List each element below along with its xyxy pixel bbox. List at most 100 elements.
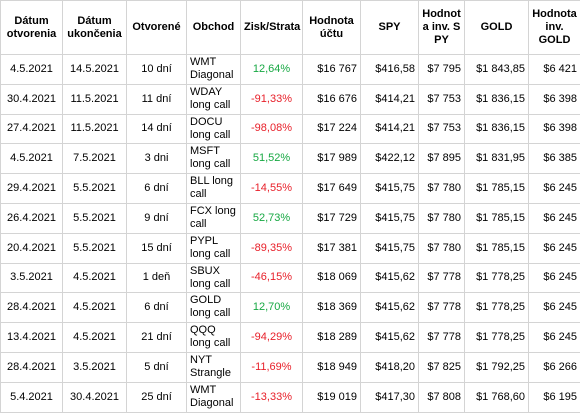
column-header: GOLD — [465, 1, 529, 55]
table-cell: $417,30 — [361, 382, 419, 412]
table-cell: $17 224 — [303, 114, 361, 144]
table-cell: 30.4.2021 — [63, 382, 127, 412]
profit-loss-cell: 51,52% — [241, 144, 303, 174]
column-header: Obchod — [187, 1, 241, 55]
table-cell: FCX long call — [187, 203, 241, 233]
table-cell: $7 780 — [419, 233, 465, 263]
table-cell: $18 069 — [303, 263, 361, 293]
table-cell: 3.5.2021 — [1, 263, 63, 293]
table-cell: 13.4.2021 — [1, 323, 63, 353]
table-cell: 1 deň — [127, 263, 187, 293]
table-cell: $7 825 — [419, 352, 465, 382]
column-header: Zisk/Strata — [241, 1, 303, 55]
table-cell: 28.4.2021 — [1, 352, 63, 382]
table-cell: $415,75 — [361, 203, 419, 233]
table-cell: $6 398 — [529, 84, 580, 114]
column-header: Hodnota inv. SPY — [419, 1, 465, 55]
table-cell: 4.5.2021 — [63, 323, 127, 353]
table-cell: $6 245 — [529, 174, 580, 204]
table-cell: $1 785,15 — [465, 203, 529, 233]
table-cell: $415,75 — [361, 233, 419, 263]
table-cell: 26.4.2021 — [1, 203, 63, 233]
column-header: Hodnota inv. GOLD — [529, 1, 580, 55]
table-cell: $17 989 — [303, 144, 361, 174]
table-cell: GOLD long call — [187, 293, 241, 323]
column-header: Dátum otvorenia — [1, 1, 63, 55]
table-cell: 14 dní — [127, 114, 187, 144]
table-cell: $1 785,15 — [465, 233, 529, 263]
table-cell: $1 778,25 — [465, 293, 529, 323]
table-cell: $16 767 — [303, 55, 361, 85]
column-header: Hodnota účtu — [303, 1, 361, 55]
profit-loss-cell: -11,69% — [241, 352, 303, 382]
table-cell: $6 398 — [529, 114, 580, 144]
table-cell: $7 753 — [419, 84, 465, 114]
table-cell: SBUX long call — [187, 263, 241, 293]
table-cell: $1 785,15 — [465, 174, 529, 204]
table-cell: 15 dní — [127, 233, 187, 263]
profit-loss-cell: -14,55% — [241, 174, 303, 204]
profit-loss-cell: -91,33% — [241, 84, 303, 114]
table-cell: WMT Diagonal — [187, 382, 241, 412]
column-header: Otvorené — [127, 1, 187, 55]
table-cell: $7 780 — [419, 174, 465, 204]
table-cell: WMT Diagonal — [187, 55, 241, 85]
profit-loss-cell: -46,15% — [241, 263, 303, 293]
table-cell: $18 289 — [303, 323, 361, 353]
table-cell: 30.4.2021 — [1, 84, 63, 114]
table-cell: NYT Strangle — [187, 352, 241, 382]
table-cell: 27.4.2021 — [1, 114, 63, 144]
table-cell: $1 836,15 — [465, 114, 529, 144]
table-cell: $7 808 — [419, 382, 465, 412]
column-header: SPY — [361, 1, 419, 55]
profit-loss-cell: -13,33% — [241, 382, 303, 412]
table-cell: MSFT long call — [187, 144, 241, 174]
profit-loss-cell: 12,70% — [241, 293, 303, 323]
table-cell: $414,21 — [361, 114, 419, 144]
table-cell: 5.5.2021 — [63, 233, 127, 263]
table-cell: $18 949 — [303, 352, 361, 382]
table-cell: 7.5.2021 — [63, 144, 127, 174]
table-cell: $1 778,25 — [465, 263, 529, 293]
table-cell: 6 dní — [127, 174, 187, 204]
table-cell: $6 245 — [529, 203, 580, 233]
column-header: Dátum ukončenia — [63, 1, 127, 55]
table-cell: $6 421 — [529, 55, 580, 85]
table-cell: 5.5.2021 — [63, 174, 127, 204]
table-cell: 11.5.2021 — [63, 84, 127, 114]
table-cell: 6 dní — [127, 293, 187, 323]
table-cell: $16 676 — [303, 84, 361, 114]
table-cell: $7 780 — [419, 203, 465, 233]
table-cell: $415,75 — [361, 174, 419, 204]
table-cell: $422,12 — [361, 144, 419, 174]
table-cell: $7 778 — [419, 323, 465, 353]
table-cell: 29.4.2021 — [1, 174, 63, 204]
table-cell: $1 778,25 — [465, 323, 529, 353]
table-cell: $7 778 — [419, 263, 465, 293]
table-cell: $17 649 — [303, 174, 361, 204]
table-cell: 10 dní — [127, 55, 187, 85]
table-cell: 20.4.2021 — [1, 233, 63, 263]
table-cell: $415,62 — [361, 293, 419, 323]
table-cell: 11.5.2021 — [63, 114, 127, 144]
table-cell: 9 dní — [127, 203, 187, 233]
table-cell: 14.5.2021 — [63, 55, 127, 85]
table-cell: DOCU long call — [187, 114, 241, 144]
table-cell: 25 dní — [127, 382, 187, 412]
table-cell: $6 266 — [529, 352, 580, 382]
table-cell: 28.4.2021 — [1, 293, 63, 323]
table-cell: $19 019 — [303, 382, 361, 412]
profit-loss-cell: -89,35% — [241, 233, 303, 263]
